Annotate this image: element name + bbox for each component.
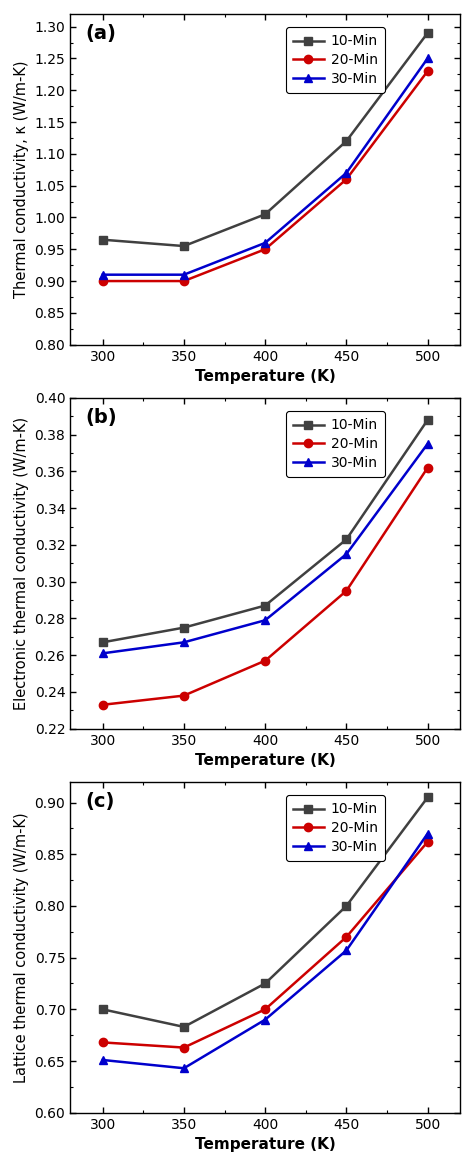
Line: 10-Min: 10-Min	[99, 793, 432, 1031]
20-Min	[181, 274, 187, 288]
30-Min	[100, 268, 106, 282]
Line: 30-Min: 30-Min	[99, 829, 432, 1073]
Line: 30-Min: 30-Min	[99, 55, 432, 279]
20-Min	[262, 654, 268, 668]
20-Min	[100, 1035, 106, 1049]
10-Min	[100, 635, 106, 649]
10-Min	[181, 1020, 187, 1034]
20-Min	[181, 1040, 187, 1054]
20-Min	[262, 243, 268, 257]
10-Min	[181, 620, 187, 634]
10-Min	[181, 239, 187, 253]
30-Min	[100, 1053, 106, 1067]
30-Min	[344, 547, 349, 561]
10-Min	[100, 233, 106, 247]
Legend: 10-Min, 20-Min, 30-Min: 10-Min, 20-Min, 30-Min	[286, 795, 384, 862]
Line: 20-Min: 20-Min	[99, 464, 432, 709]
10-Min	[425, 791, 430, 805]
10-Min	[100, 1003, 106, 1017]
X-axis label: Temperature (K): Temperature (K)	[195, 753, 336, 768]
20-Min	[425, 461, 430, 475]
30-Min	[181, 268, 187, 282]
10-Min	[262, 976, 268, 990]
Text: (b): (b)	[86, 408, 118, 427]
30-Min	[425, 827, 430, 841]
Y-axis label: Thermal conductivity, κ (W/m-K): Thermal conductivity, κ (W/m-K)	[14, 61, 29, 298]
20-Min	[262, 1003, 268, 1017]
30-Min	[425, 437, 430, 451]
10-Min	[344, 899, 349, 913]
10-Min	[425, 26, 430, 40]
Line: 30-Min: 30-Min	[99, 440, 432, 658]
30-Min	[181, 635, 187, 649]
30-Min	[262, 613, 268, 627]
10-Min	[425, 413, 430, 427]
Line: 10-Min: 10-Min	[99, 416, 432, 646]
30-Min	[262, 236, 268, 250]
Legend: 10-Min, 20-Min, 30-Min: 10-Min, 20-Min, 30-Min	[286, 412, 384, 477]
10-Min	[344, 533, 349, 547]
Y-axis label: Lattice thermal conductivity (W/m-K): Lattice thermal conductivity (W/m-K)	[14, 812, 29, 1082]
30-Min	[425, 51, 430, 65]
30-Min	[181, 1061, 187, 1075]
X-axis label: Temperature (K): Temperature (K)	[195, 1137, 336, 1152]
20-Min	[100, 274, 106, 288]
20-Min	[344, 584, 349, 598]
20-Min	[344, 173, 349, 187]
30-Min	[262, 1012, 268, 1026]
10-Min	[344, 134, 349, 148]
Legend: 10-Min, 20-Min, 30-Min: 10-Min, 20-Min, 30-Min	[286, 28, 384, 93]
30-Min	[344, 943, 349, 957]
X-axis label: Temperature (K): Temperature (K)	[195, 370, 336, 384]
Text: (c): (c)	[86, 792, 115, 810]
10-Min	[262, 598, 268, 612]
20-Min	[344, 930, 349, 944]
20-Min	[100, 697, 106, 711]
30-Min	[100, 646, 106, 660]
Text: (a): (a)	[86, 23, 117, 43]
20-Min	[181, 689, 187, 703]
10-Min	[262, 208, 268, 222]
Y-axis label: Electronic thermal conductivity (W/m-K): Electronic thermal conductivity (W/m-K)	[14, 416, 29, 710]
20-Min	[425, 835, 430, 849]
Line: 20-Min: 20-Min	[99, 66, 432, 286]
30-Min	[344, 166, 349, 180]
20-Min	[425, 64, 430, 78]
Line: 10-Min: 10-Min	[99, 29, 432, 251]
Line: 20-Min: 20-Min	[99, 837, 432, 1052]
